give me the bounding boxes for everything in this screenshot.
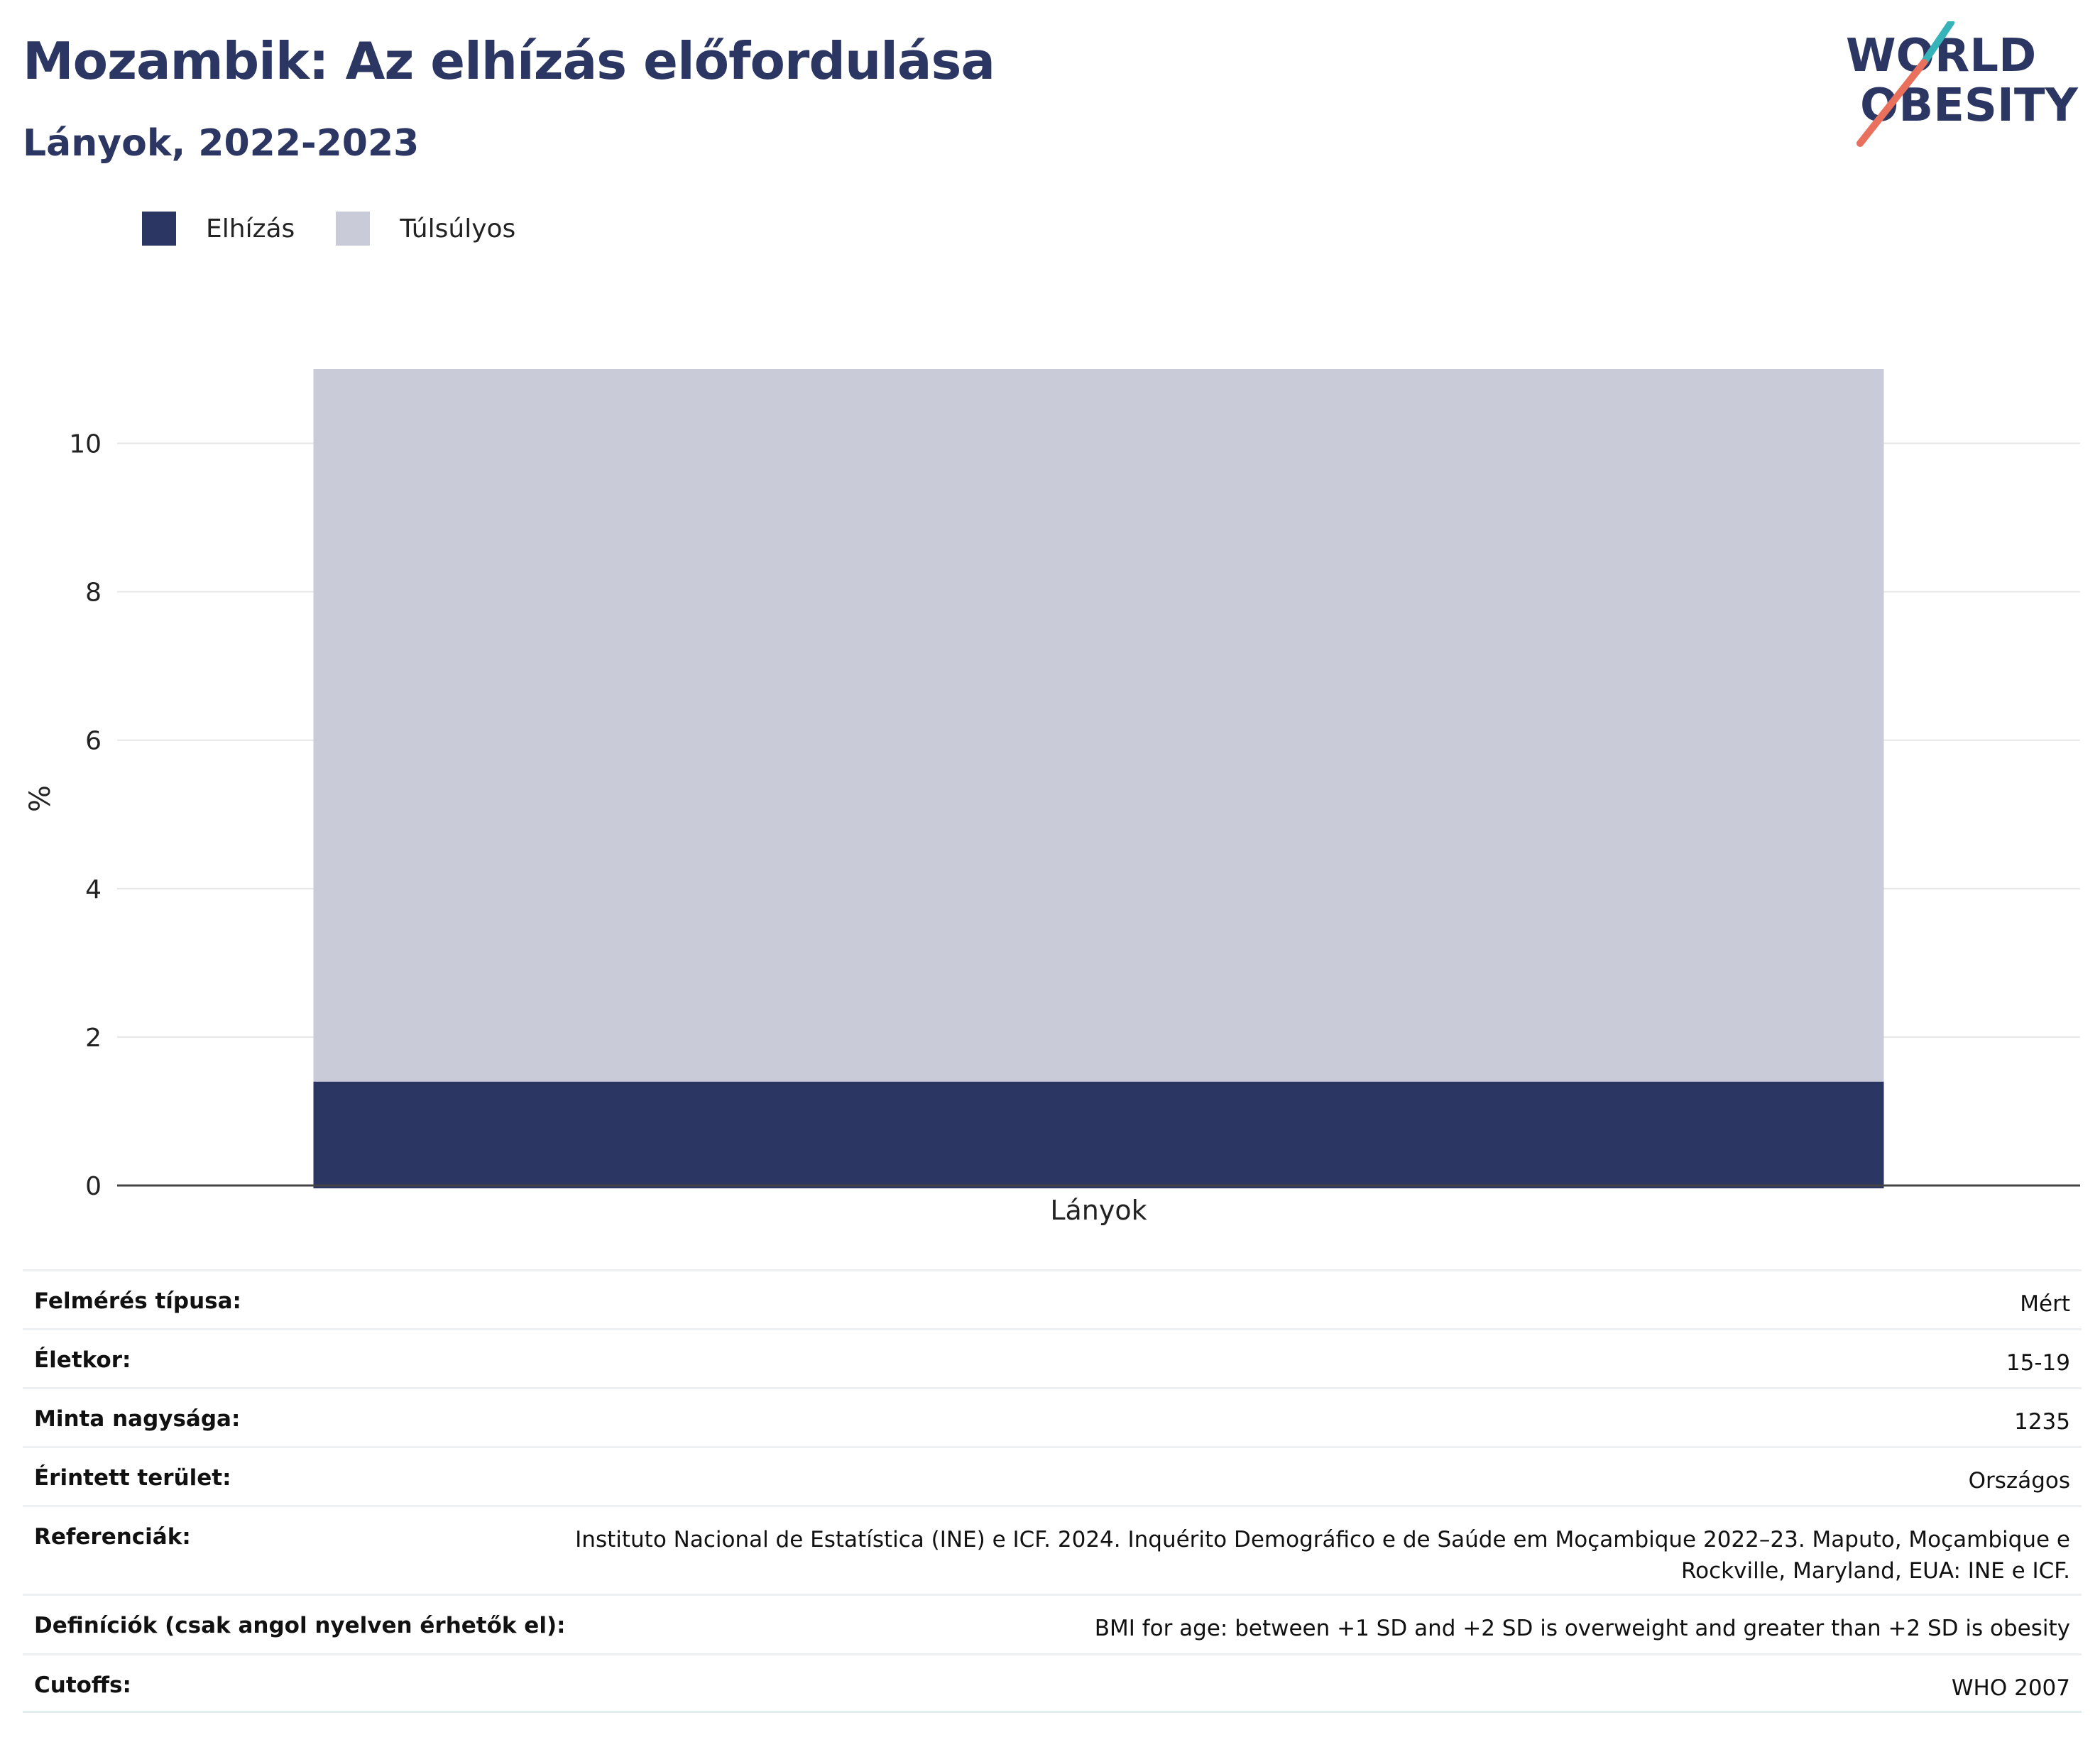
bar-segment-obesity <box>313 1081 1884 1188</box>
logo-text-obesity: OBESITY <box>1860 80 2078 132</box>
info-value: WHO 2007 <box>1951 1675 2070 1701</box>
legend-swatch-obesity <box>142 212 176 246</box>
info-key: Életkor: <box>34 1347 131 1373</box>
info-row-age: Életkor: 15-19 <box>23 1328 2082 1387</box>
info-row-cutoffs: Cutoffs: WHO 2007 <box>23 1653 2082 1713</box>
logo-slash-teal <box>1920 21 1954 66</box>
legend-swatch-overweight <box>336 212 371 246</box>
info-value: 1235 <box>2014 1409 2070 1435</box>
y-tick-label: 2 <box>85 1024 102 1053</box>
page-subtitle: Lányok, 2022-2023 <box>23 122 420 165</box>
info-key: Cutoffs: <box>34 1672 131 1698</box>
info-key: Minta nagysága: <box>34 1406 241 1432</box>
legend-label-obesity: Elhízás <box>206 214 295 243</box>
y-tick-label: 0 <box>85 1172 102 1201</box>
y-tick-label: 4 <box>85 875 102 904</box>
x-tick-label: Lányok <box>1050 1195 1147 1226</box>
y-axis-label: % <box>24 785 57 812</box>
bar-segment-overweight <box>313 369 1884 1082</box>
info-row-sample-size: Minta nagysága: 1235 <box>23 1387 2082 1446</box>
info-key: Referenciák: <box>34 1524 191 1550</box>
world-obesity-logo: WORLD OBESITY <box>1846 21 2078 147</box>
info-value: Mért <box>2020 1291 2070 1317</box>
info-row-survey-type: Felmérés típusa: Mért <box>23 1269 2082 1328</box>
page-title: Mozambik: Az elhízás előfordulása <box>23 31 995 91</box>
info-row-references: Referenciák: Instituto Nacional de Estat… <box>23 1505 2082 1594</box>
legend-item-obesity[interactable]: Elhízás <box>142 212 295 246</box>
info-key: Érintett terület: <box>34 1465 231 1491</box>
info-value: BMI for age: between +1 SD and +2 SD is … <box>1094 1616 2070 1641</box>
info-row-definitions: Definíciók (csak angol nyelven érhetők e… <box>23 1594 2082 1653</box>
bar-chart: 0 2 4 6 8 10% Lányok <box>24 369 2080 1226</box>
legend-label-overweight: Túlsúlyos <box>400 214 516 243</box>
info-key: Felmérés típusa: <box>34 1288 241 1314</box>
chart-legend: Elhízás Túlsúlyos <box>142 212 557 246</box>
y-tick-label: 6 <box>85 727 102 756</box>
legend-item-overweight[interactable]: Túlsúlyos <box>336 212 515 246</box>
info-key: Definíciók (csak angol nyelven érhetők e… <box>34 1613 566 1638</box>
y-tick-label: 10 <box>69 430 102 459</box>
info-value: Instituto Nacional de Estatística (INE) … <box>575 1527 2070 1584</box>
y-tick-label: 8 <box>85 579 102 608</box>
info-value: Országos <box>1968 1468 2070 1494</box>
info-value: 15-19 <box>2006 1350 2070 1376</box>
info-row-area: Érintett terület: Országos <box>23 1446 2082 1505</box>
info-table: Felmérés típusa: Mért Életkor: 15-19 Min… <box>23 1269 2082 1713</box>
logo-slash-coral <box>1856 59 1927 147</box>
